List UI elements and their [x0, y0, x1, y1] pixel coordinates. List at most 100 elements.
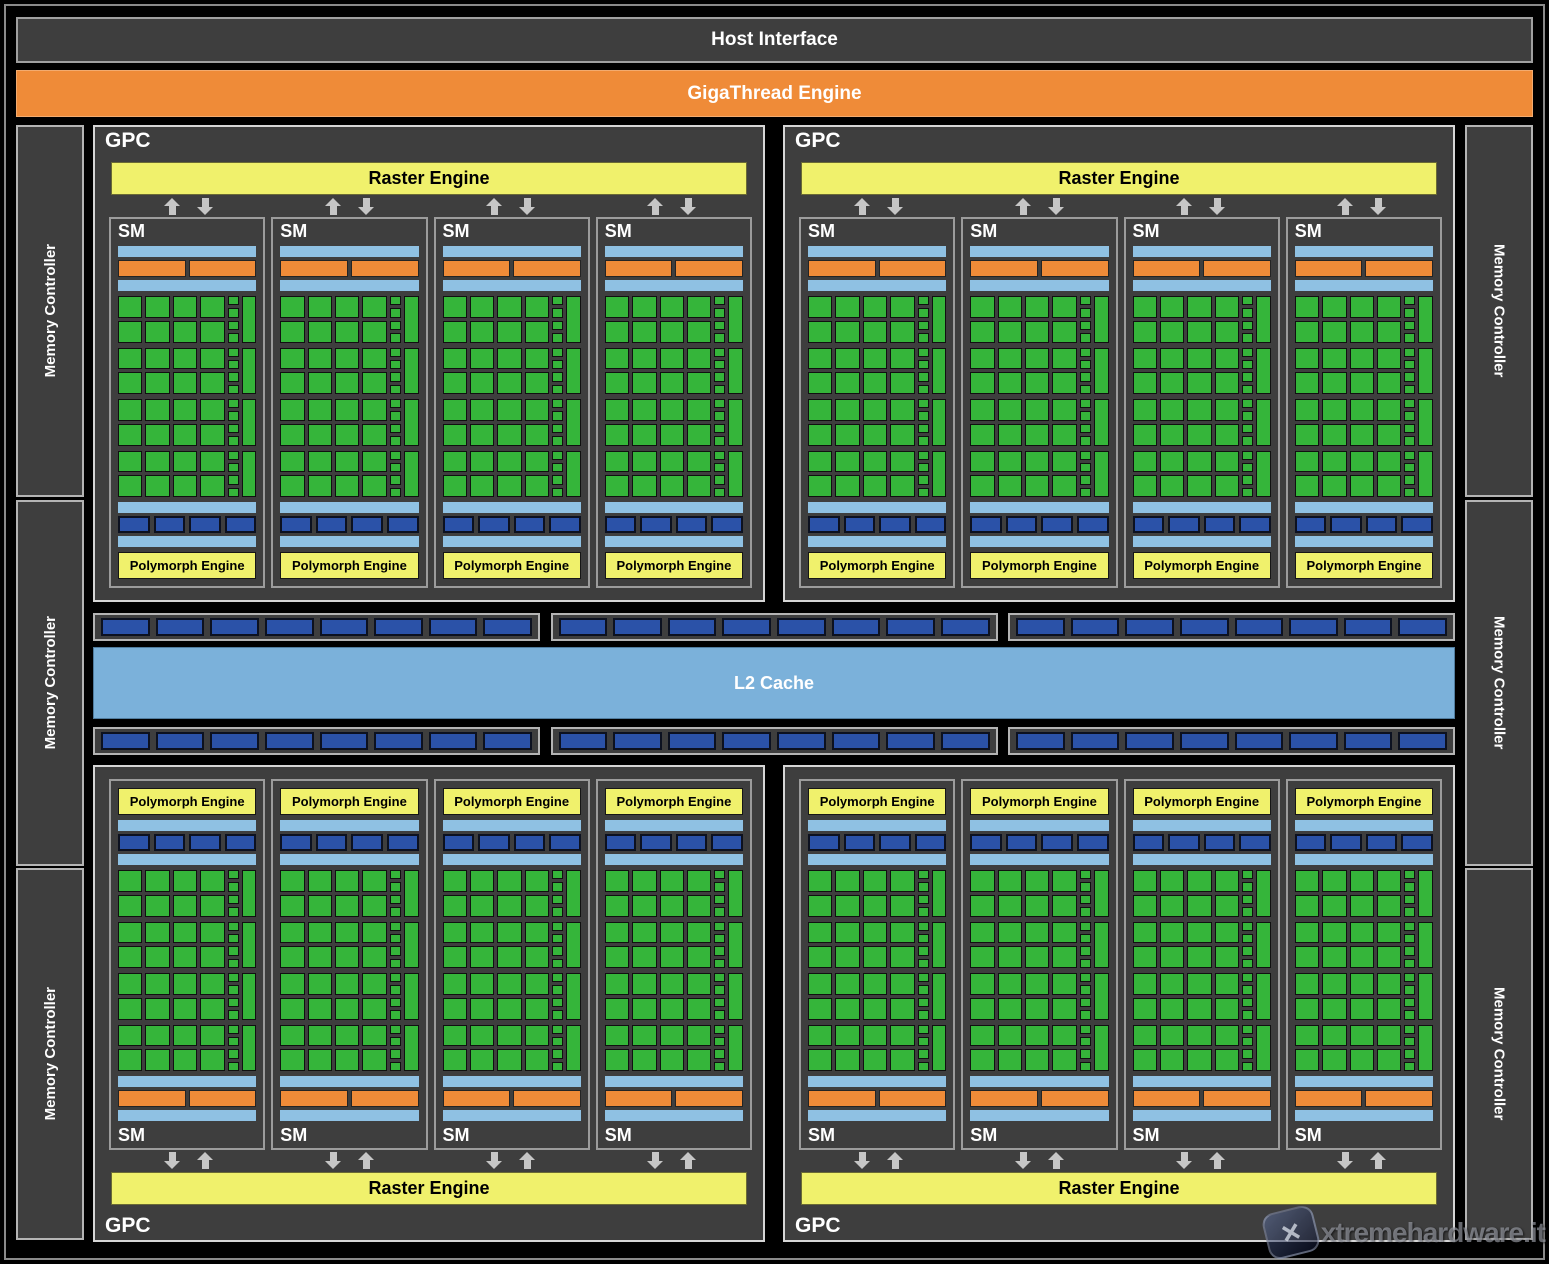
core-group [1294, 399, 1433, 446]
pipeline-bar [970, 246, 1109, 257]
texture-unit-row [1132, 516, 1271, 533]
scheduler-unit [188, 260, 257, 277]
arrow-pair [1121, 1152, 1282, 1169]
core-large [686, 296, 712, 318]
core-small [389, 333, 401, 343]
core-group [118, 296, 257, 343]
core-small [917, 894, 929, 905]
down-arrow-icon [1048, 198, 1065, 215]
pipeline-bar [1132, 1076, 1271, 1087]
core-group [808, 870, 947, 917]
polymorph-engine: Polymorph Engine [970, 552, 1109, 579]
core-small [1242, 946, 1254, 956]
core-small [389, 462, 401, 473]
core-large [997, 973, 1023, 995]
texture-unit [808, 516, 840, 533]
core-large [442, 1049, 467, 1071]
core-tall [728, 399, 743, 446]
core-large [1132, 296, 1157, 318]
core-large [200, 372, 225, 394]
core-large [659, 475, 684, 497]
core-large [335, 296, 360, 318]
pipeline-bar [442, 854, 581, 865]
core-large [200, 870, 225, 892]
up-arrow-icon [485, 198, 503, 215]
arrow-pair [960, 198, 1121, 215]
core-small [1404, 907, 1416, 917]
core-large [970, 399, 995, 421]
scheduler-unit-row [1132, 1090, 1271, 1107]
sm-label: SM [1132, 1125, 1160, 1145]
core-small [1242, 436, 1254, 446]
core-large [362, 1024, 387, 1047]
core-large [172, 997, 198, 1020]
core-large [442, 894, 467, 917]
sm: Polymorph Engine SM [799, 779, 956, 1150]
core-large [835, 399, 860, 421]
core-large [1322, 399, 1347, 421]
core-large [307, 372, 333, 394]
texture-unit [914, 834, 947, 851]
l2-segment-group [550, 613, 998, 641]
core-large [835, 1024, 860, 1047]
core-large [1187, 475, 1212, 497]
scheduler-unit [1365, 1090, 1433, 1107]
core-large [1214, 320, 1240, 343]
scheduler-unit [878, 1090, 947, 1107]
pipeline-bar [442, 280, 581, 291]
core-large [524, 997, 550, 1020]
core-small [389, 487, 401, 497]
l2-segment [428, 732, 478, 750]
texture-unit [843, 834, 876, 851]
core-large [997, 997, 1023, 1020]
core-large [307, 894, 333, 917]
scheduler-unit-row [118, 1090, 257, 1107]
core-grid [442, 870, 581, 1071]
core-large [1376, 1049, 1402, 1071]
core-large [145, 320, 170, 343]
core-large [1159, 946, 1185, 968]
core-large [442, 475, 467, 497]
core-large [890, 973, 915, 995]
core-large [118, 423, 143, 446]
core-group [808, 450, 947, 497]
core-large [145, 946, 170, 968]
core-large [497, 296, 522, 318]
l2-segment [101, 618, 150, 636]
raster-engine: Raster Engine [111, 162, 747, 195]
pipeline-bar [1132, 854, 1271, 865]
core-large [280, 296, 305, 318]
up-arrow-icon [1015, 198, 1032, 215]
l2-segment [264, 618, 314, 636]
arrow-pair [960, 1152, 1121, 1169]
core-small [714, 973, 726, 983]
core-large [1052, 946, 1077, 968]
core-group [604, 973, 743, 1020]
core-large [280, 399, 305, 421]
core-large [686, 372, 712, 394]
pipeline-bar [442, 1076, 581, 1087]
core-group [280, 1024, 419, 1071]
core-large [442, 296, 467, 318]
core-large [1132, 870, 1157, 892]
core-large [686, 347, 712, 370]
core-small [1079, 436, 1091, 446]
texture-unit [879, 516, 911, 533]
core-small [917, 436, 929, 446]
sm: SM Polymorph Engine [109, 217, 266, 588]
core-large [1214, 399, 1240, 421]
raster-engine: Raster Engine [111, 1172, 747, 1205]
core-small [714, 487, 726, 497]
texture-unit [1401, 516, 1433, 533]
core-large [1052, 973, 1077, 995]
core-large [307, 320, 333, 343]
core-small [917, 296, 929, 306]
core-large [497, 320, 522, 343]
core-large [890, 347, 915, 370]
core-small [1079, 1024, 1091, 1034]
core-tall [728, 450, 743, 497]
texture-unit [1168, 516, 1200, 533]
sm-label: SM [970, 221, 998, 241]
core-small [552, 462, 564, 473]
